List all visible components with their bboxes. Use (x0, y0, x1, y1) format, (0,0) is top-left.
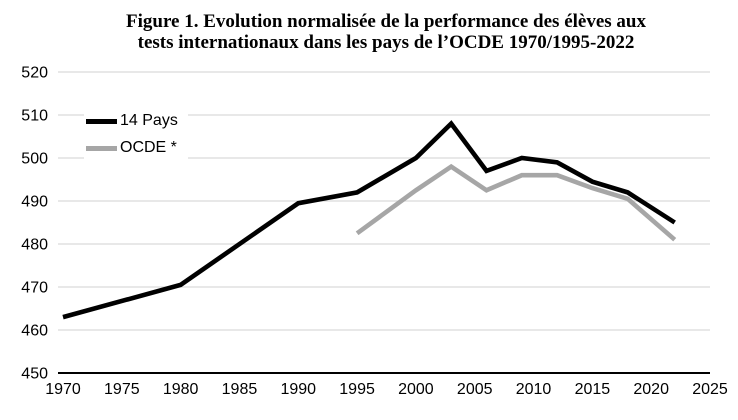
x-tick-label: 2000 (398, 381, 434, 398)
legend-label: 14 Pays (120, 112, 178, 129)
x-tick-label: 2025 (692, 381, 728, 398)
x-tick-label: 1985 (222, 381, 258, 398)
legend-item: 14 Pays (86, 110, 178, 132)
x-tick-label: 1975 (104, 381, 140, 398)
x-tick-label: 1990 (280, 381, 316, 398)
x-tick-label: 1995 (339, 381, 375, 398)
y-tick-label: 510 (21, 108, 48, 125)
x-tick-label: 2005 (457, 381, 493, 398)
chart-title-line1: Figure 1. Evolution normalisée de la per… (126, 11, 646, 32)
chart-title: Figure 1. Evolution normalisée de la per… (34, 11, 738, 53)
y-tick-label: 480 (21, 237, 48, 254)
x-tick-label: 2015 (575, 381, 611, 398)
y-tick-label: 500 (21, 151, 48, 168)
chart-title-line2: tests internationaux dans les pays de l’… (137, 32, 635, 53)
series-line-14-pays (62, 120, 676, 320)
x-tick-label: 2020 (633, 381, 669, 398)
legend-item: OCDE * (86, 137, 178, 159)
y-tick-label: 460 (21, 323, 48, 340)
chart-legend: 14 Pays OCDE * (84, 108, 188, 161)
x-tick-label: 2010 (516, 381, 552, 398)
x-tick-label: 1980 (163, 381, 199, 398)
legend-label: OCDE * (120, 139, 177, 156)
legend-line-swatch (86, 145, 117, 151)
series-line-ocde (355, 163, 677, 242)
y-tick-label: 470 (21, 280, 48, 297)
x-tick-label: 1970 (45, 381, 81, 398)
y-tick-label: 490 (21, 194, 48, 211)
y-tick-label: 520 (21, 65, 48, 82)
legend-line-swatch (86, 118, 117, 124)
y-tick-label: 450 (21, 366, 48, 383)
